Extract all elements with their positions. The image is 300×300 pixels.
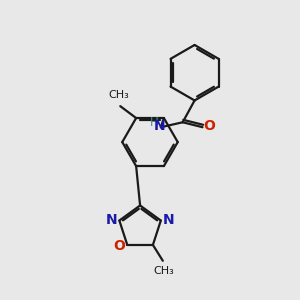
Text: N: N xyxy=(163,213,175,226)
Text: CH₃: CH₃ xyxy=(153,266,174,276)
Text: N: N xyxy=(154,119,166,133)
Text: N: N xyxy=(106,213,117,226)
Text: H: H xyxy=(150,116,158,129)
Text: CH₃: CH₃ xyxy=(108,90,129,100)
Text: O: O xyxy=(113,239,125,253)
Text: O: O xyxy=(203,119,215,133)
